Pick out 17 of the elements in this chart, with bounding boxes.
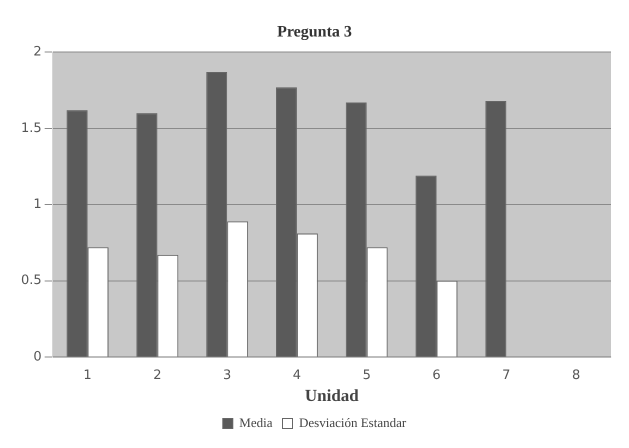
y-tick-label: 2 [33, 44, 42, 60]
chart-title: Pregunta 3 [277, 24, 352, 41]
legend-label: Media [239, 414, 273, 430]
x-tick-label: 6 [432, 368, 441, 384]
legend-label: Desviación Estandar [299, 414, 407, 430]
x-tick-label: 1 [83, 368, 92, 384]
y-tick-label: 0 [33, 349, 42, 364]
x-tick-label: 4 [292, 368, 302, 384]
x-tick-label: 7 [502, 368, 510, 384]
y-tick-label: 1 [33, 196, 42, 212]
x-tick-label: 3 [223, 368, 232, 384]
x-tick-label: 8 [572, 368, 580, 384]
y-tick-label: 1.5 [20, 120, 42, 136]
y-tick-label: 0.5 [20, 273, 42, 288]
x-tick-label: 2 [153, 368, 162, 384]
x-tick-label: 5 [362, 368, 371, 384]
x-axis-title: Unidad [304, 386, 360, 406]
